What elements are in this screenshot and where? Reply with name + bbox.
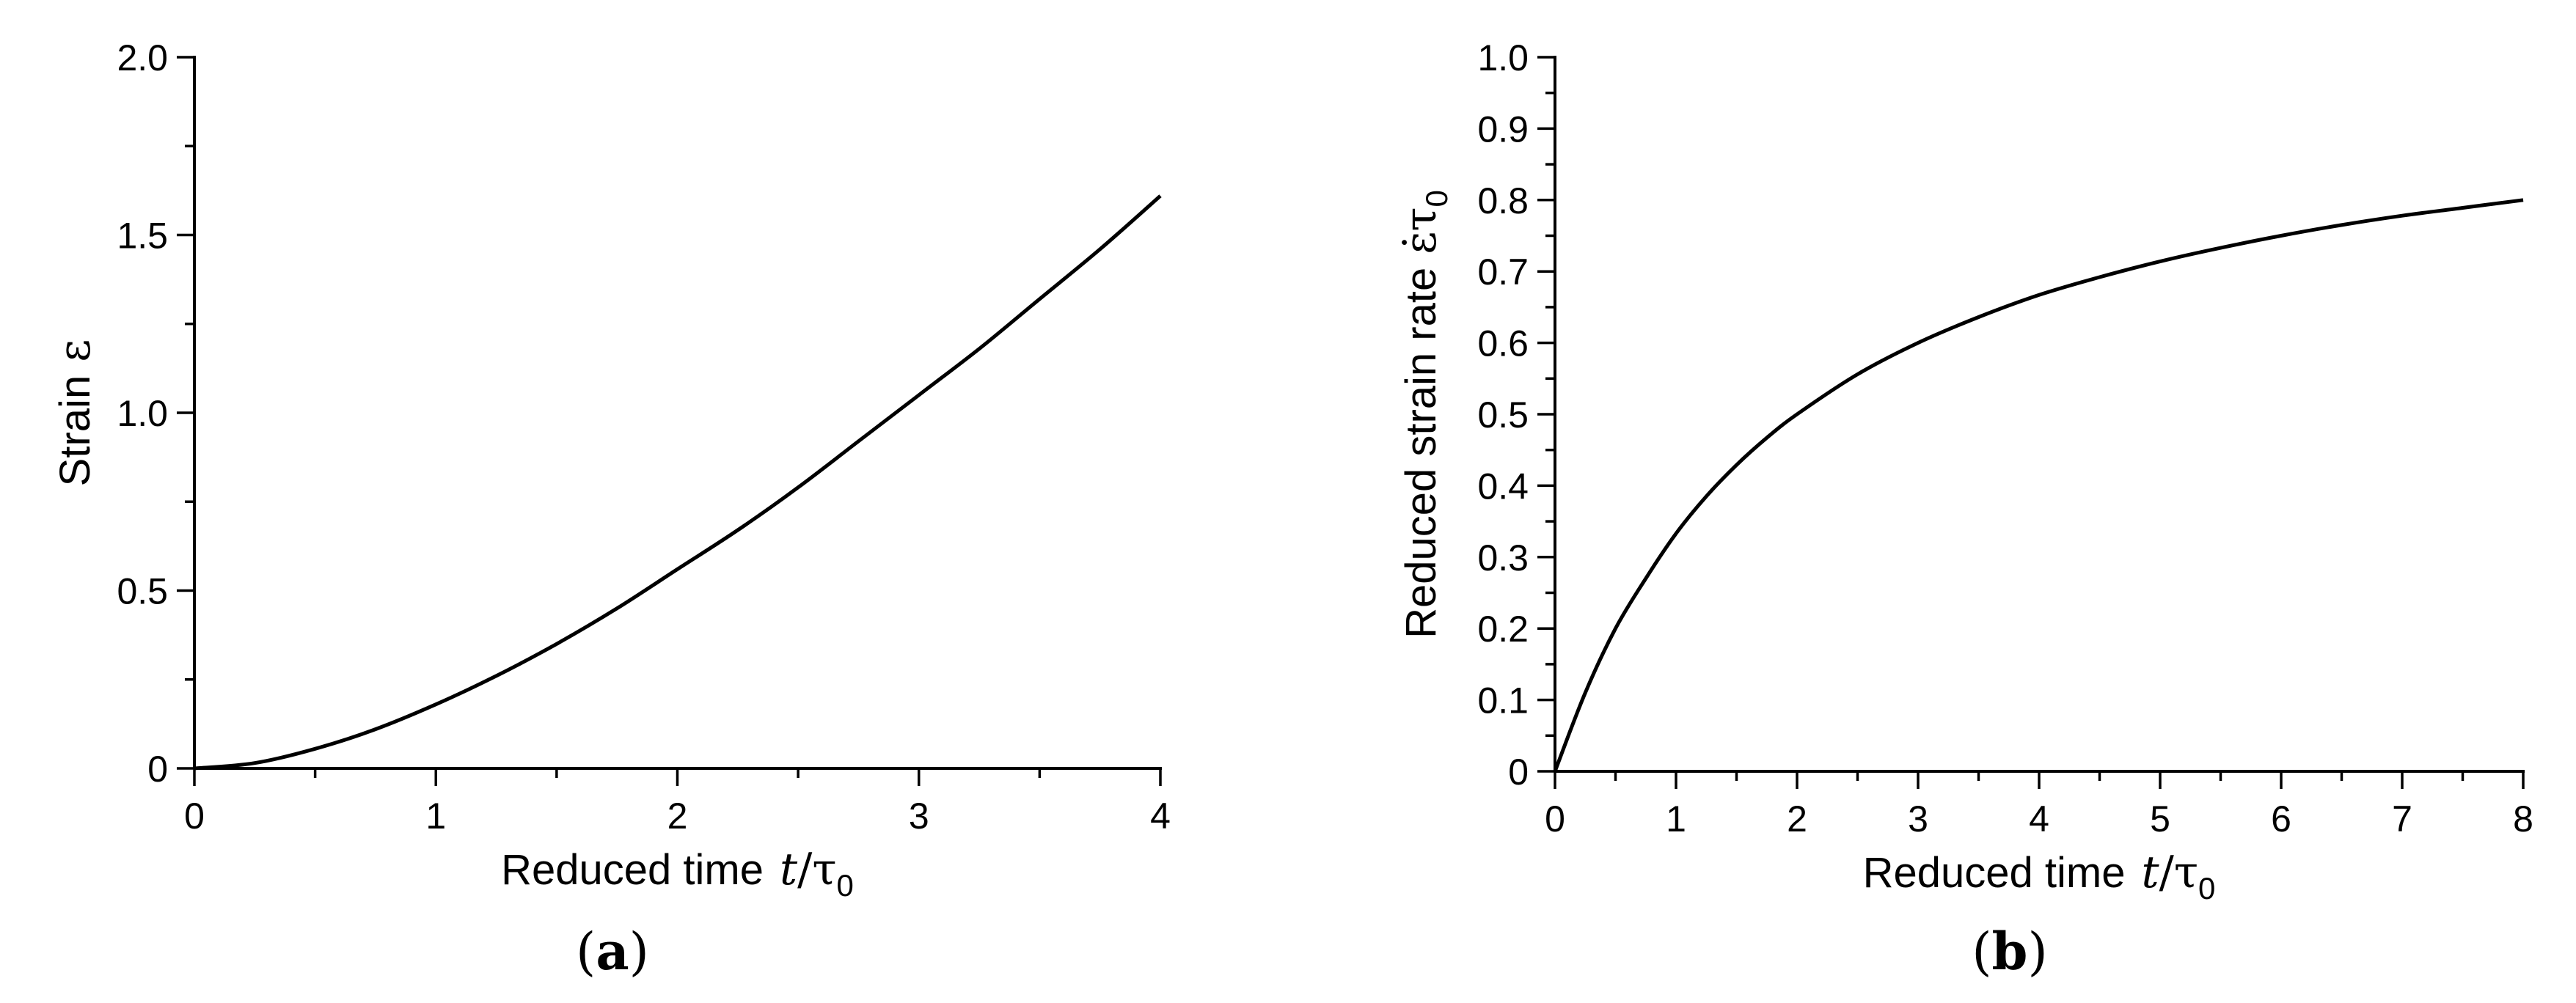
y-axis-label-symbol: ε̇ [1395, 232, 1446, 254]
y-tick-label: 0.2 [1477, 609, 1529, 650]
y-tick-label: 0.1 [1477, 680, 1529, 721]
y-tick-label: 0.4 [1477, 466, 1529, 507]
series-line-0 [1553, 198, 2524, 772]
x-tick-label: 5 [2150, 798, 2170, 839]
x-tick-label: 1 [425, 796, 446, 837]
y-tick-label: 0.8 [1477, 180, 1529, 221]
x-axis-label-tau: τ [2174, 847, 2198, 898]
y-tick-label: 0.6 [1477, 323, 1529, 364]
x-tick-label: 8 [2513, 798, 2533, 839]
y-tick-label: 0 [147, 749, 168, 790]
y-tick-label: 2.0 [117, 37, 168, 78]
y-tick-label: 0.5 [117, 571, 168, 612]
x-axis-label-sub: 0 [837, 868, 854, 903]
x-axis-label: Reduced time t/τ0 [501, 844, 854, 903]
x-tick-label: 1 [1666, 798, 1686, 839]
chart-panel-b: 0 1 2 3 4 5 6 7 8 0 0.1 0.2 0.3 0.4 0.5 0.6 0.7 0.8 0.9 1.0… [1395, 37, 2533, 982]
series-line-0 [194, 194, 1162, 771]
y-tick-label: 0.9 [1477, 109, 1529, 150]
y-tick-label: 0.3 [1477, 537, 1529, 578]
y-axis-label-symbol: ε [49, 339, 100, 362]
x-tick-label: 3 [909, 796, 929, 837]
x-axis-label-var: t [2141, 847, 2159, 898]
x-tick-label: 0 [1545, 798, 1565, 839]
x-tick-label: 3 [1908, 798, 1928, 839]
panel-label: (a) [576, 921, 649, 982]
panel-label-close: ) [629, 922, 649, 982]
x-axis-label-var: t [780, 844, 798, 895]
panel-label-close: ) [2027, 922, 2047, 982]
y-tick-label: 1.5 [117, 216, 168, 257]
y-axis-label-text: Reduced strain rate [1397, 268, 1445, 639]
panel-label-open: ( [1972, 922, 1991, 982]
y-tick-label: 0.7 [1477, 251, 1529, 293]
x-axis-label-sub: 0 [2198, 871, 2215, 905]
x-tick-label: 2 [1787, 798, 1807, 839]
panel-label-letter: b [1992, 921, 2028, 982]
y-axis-label-text: Strain [51, 375, 99, 487]
x-axis-label-slash: / [2159, 847, 2175, 898]
y-axis-label: Strain ε [49, 339, 100, 487]
x-tick-label: 6 [2271, 798, 2291, 839]
x-tick-label: 0 [184, 796, 205, 837]
y-axis-label-sub: 0 [1419, 190, 1454, 207]
y-axis-label-tau: τ [1395, 207, 1446, 231]
y-tick-label: 1.0 [1477, 37, 1529, 78]
y-axis-label: Reduced strain rate ε̇τ0 [1395, 190, 1454, 639]
x-axis-label: Reduced time t/τ0 [1863, 847, 2216, 905]
x-tick-label: 4 [2029, 798, 2049, 839]
panel-label-letter: a [596, 921, 629, 982]
y-tick-label: 1.0 [117, 393, 168, 434]
x-tick-label: 7 [2392, 798, 2412, 839]
y-tick-label: 0.5 [1477, 394, 1529, 436]
x-axis-label-text: Reduced time [501, 846, 764, 894]
panel-label-open: ( [576, 922, 596, 982]
panel-label: (b) [1972, 921, 2048, 982]
x-axis-label-tau: τ [812, 844, 836, 895]
x-axis-label-slash: / [797, 844, 813, 895]
x-tick-label: 4 [1150, 796, 1171, 837]
x-axis-label-text: Reduced time [1863, 849, 2126, 897]
x-tick-label: 2 [667, 796, 688, 837]
y-tick-label: 0 [1508, 752, 1529, 793]
